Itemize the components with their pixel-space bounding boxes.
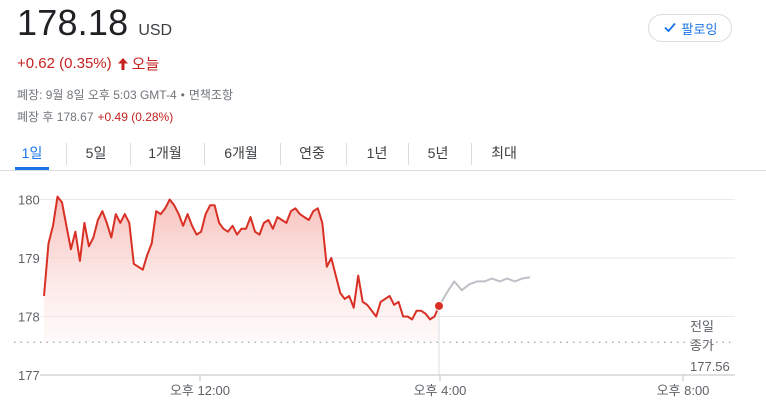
tab-divider [408,143,409,165]
x-tick-label: 오후 8:00 [657,383,710,398]
check-icon [663,20,677,37]
y-tick-label: 178 [18,310,40,325]
price-line [43,195,440,321]
y-tick-label: 179 [18,251,40,266]
tab-5d[interactable]: 5일 [85,145,107,161]
current-price: 178.18 [17,2,129,43]
following-label: 팔로잉 [681,21,718,37]
y-tick-label: 177 [18,368,40,383]
tab-divider [66,143,67,165]
tab-divider [346,143,347,165]
tab-max[interactable]: 최대 [491,145,517,161]
after-hours-price: 폐장 후 178.67 [17,110,94,124]
tab-divider [471,143,472,165]
range-tabs: 1일 5일 1개월 6개월 연중 1년 5년 최대 [0,140,766,172]
tabs-divider [0,170,766,171]
tab-divider [130,143,131,165]
arrow-up-icon [117,57,129,71]
tab-divider [204,143,205,165]
previous-close-label-2: 종가 [690,338,714,353]
price-change: +0.62 (0.35%) 오늘 [17,53,159,74]
close-point [434,300,444,311]
disclaimer-link[interactable]: 면책조항 [188,88,233,102]
change-value: +0.62 (0.35%) [17,55,112,72]
change-period: 오늘 [131,56,160,73]
tab-1m[interactable]: 1개월 [148,145,182,161]
y-tick-label: 180 [18,193,40,208]
tab-1y[interactable]: 1년 [366,145,388,161]
price-header: 178.18 USD [17,2,172,46]
tab-5y[interactable]: 5년 [427,145,449,161]
tab-6m[interactable]: 6개월 [224,145,258,161]
tab-ytd[interactable]: 연중 [299,145,325,161]
tab-divider [280,143,281,165]
following-button[interactable]: 팔로잉 [648,14,732,42]
currency-label: USD [138,22,173,39]
x-tick-label: 오후 12:00 [170,383,230,398]
previous-close-label-1: 전일 [690,319,714,334]
previous-close-value: 177.56 [690,359,730,374]
tab-1d[interactable]: 1일 [15,140,49,170]
after-hours-change: +0.49 (0.28%) [97,110,174,124]
after-hours: 폐장 후 178.67 +0.49 (0.28%) [17,108,173,125]
price-chart[interactable]: 180 179 178 177 오후 12:00 오후 4:00 오후 8:00 전일 종… [0,178,766,410]
market-status: 폐장: 9월 8일 오후 5:03 GMT-4 • 면책조항 [17,88,233,102]
x-tick-label: 오후 4:00 [414,383,467,398]
after-hours-line [438,276,531,307]
price-area-fill [44,196,439,343]
market-status-text: 폐장: 9월 8일 오후 5:03 GMT-4 [17,88,177,102]
